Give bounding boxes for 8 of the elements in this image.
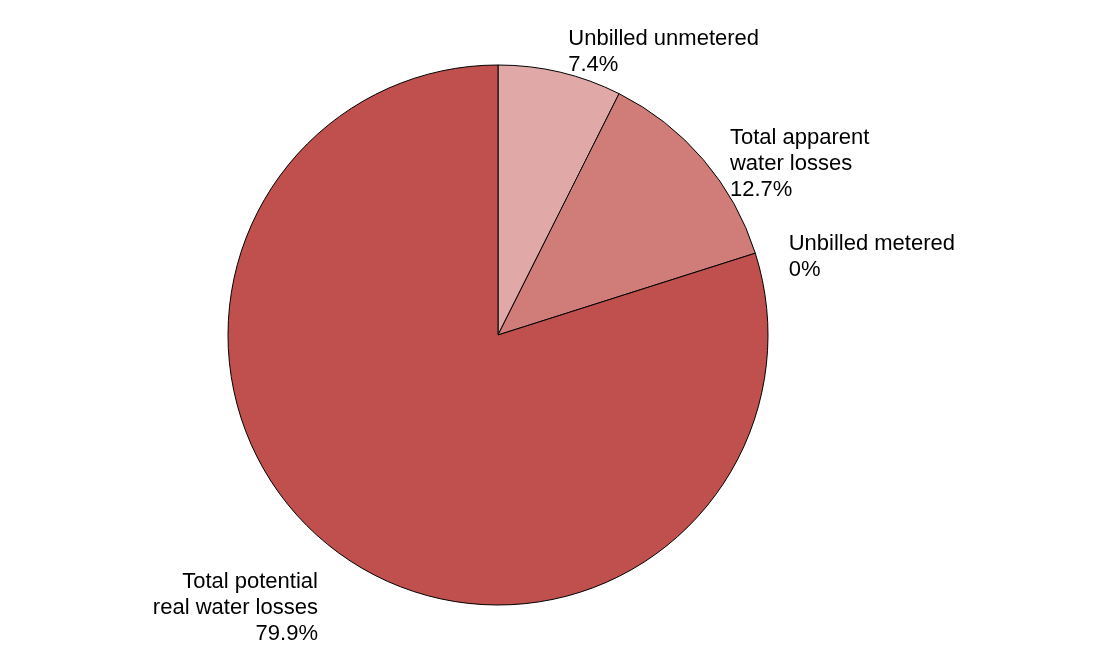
slice-label: Total potential real water losses [152,568,318,620]
slice-label: Unbilled unmetered [568,25,760,51]
data-label: 12.7% [729,175,793,201]
data-label: 79.9% [255,620,318,646]
text: 0% [788,255,821,281]
data-label: 7.4% [568,51,619,77]
category-label: Unbilled metered [788,229,955,255]
slice-label: Total apparent water losses [728,123,870,175]
